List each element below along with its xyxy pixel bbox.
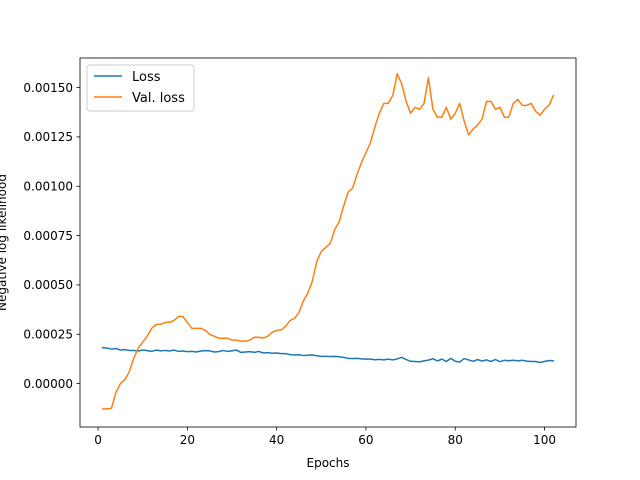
legend: Loss Val. loss (86, 64, 195, 112)
x-tick-label-0: 0 (94, 433, 102, 447)
y-axis-label: Negative log likelihood (0, 174, 9, 311)
x-axis: 0 20 40 60 80 100 (94, 427, 556, 447)
y-tick-label-1: 0.00025 (23, 328, 73, 342)
plot-area (80, 58, 576, 427)
x-tick-label-4: 80 (448, 433, 463, 447)
x-tick-label-1: 20 (180, 433, 195, 447)
y-tick-label-0: 0.00000 (23, 377, 73, 391)
series-layer (101, 73, 555, 410)
y-tick-label-2: 0.00050 (23, 278, 73, 292)
x-axis-label: Epochs (307, 456, 350, 470)
x-tick-label-5: 100 (533, 433, 556, 447)
series-line-loss (101, 346, 555, 364)
plot-frame (79, 57, 577, 428)
x-tick-label-2: 40 (269, 433, 284, 447)
legend-label-loss: Loss (132, 70, 161, 85)
x-tick-label-3: 60 (358, 433, 373, 447)
y-tick-label-3: 0.00075 (23, 229, 73, 243)
y-tick-label-4: 0.00100 (23, 180, 73, 194)
legend-label-val-loss: Val. loss (132, 91, 185, 106)
y-tick-label-6: 0.00150 (23, 81, 73, 95)
series-line-val-loss (101, 73, 555, 410)
y-axis: 0.00000 0.00025 0.00050 0.00075 0.00100 0.001… (23, 81, 80, 391)
y-tick-label-5: 0.00125 (23, 130, 73, 144)
